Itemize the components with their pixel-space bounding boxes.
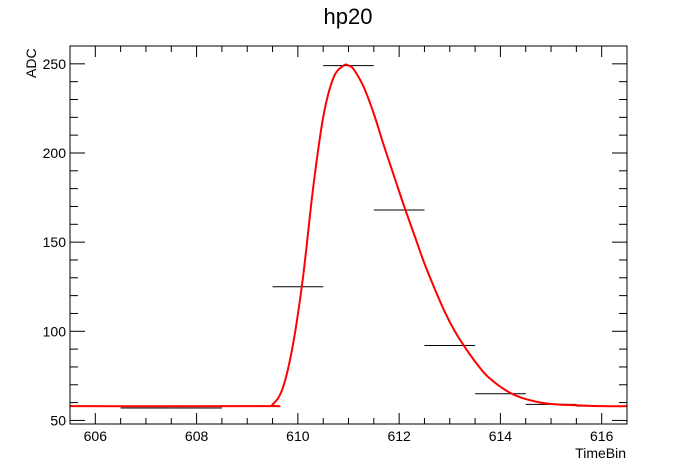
x-tick-label: 608 [185,428,209,444]
y-tick-label: 100 [43,323,67,339]
y-tick-label: 50 [50,412,66,428]
x-tick-label: 610 [286,428,310,444]
fit-curve-layer [69,63,628,408]
y-tick-label: 200 [43,145,67,161]
plot-frame [69,45,628,425]
y-axis-title: ADC [23,48,39,78]
histogram-bins [70,65,627,409]
x-axis-title: TimeBin [575,445,626,461]
fit-curve [69,63,628,408]
x-tick-label: 616 [590,428,614,444]
x-tick-label: 606 [84,428,108,444]
x-tick-label: 614 [489,428,513,444]
y-tick-label: 250 [43,56,67,72]
axes: 606 608 610 612 614 616 50 100 150 200 250 [43,45,628,444]
chart-title: hp20 [324,4,373,29]
x-tick-label: 612 [387,428,411,444]
y-tick-label: 150 [43,234,67,250]
